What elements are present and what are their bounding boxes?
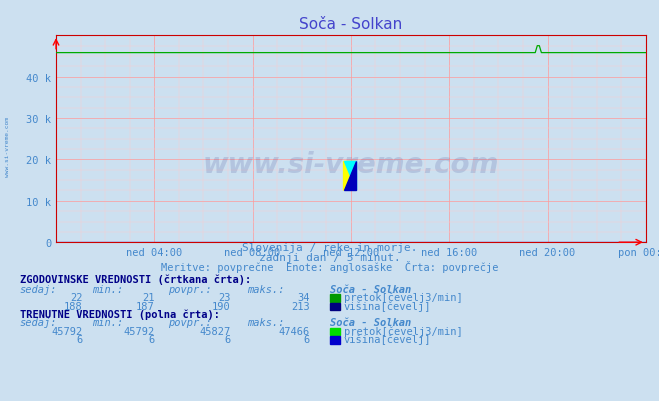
Polygon shape [343,162,356,191]
Text: 45792: 45792 [51,326,82,336]
Text: Soča - Solkan: Soča - Solkan [330,284,411,294]
Polygon shape [343,162,356,191]
Text: 6: 6 [149,334,155,344]
Text: 6: 6 [76,334,82,344]
Text: min.:: min.: [92,318,123,328]
Text: www.si-vreme.com: www.si-vreme.com [203,150,499,178]
Text: 22: 22 [70,293,82,303]
Text: min.:: min.: [92,284,123,294]
Text: TRENUTNE VREDNOSTI (polna črta):: TRENUTNE VREDNOSTI (polna črta): [20,308,219,319]
Text: pretok[čevelj3/min]: pretok[čevelj3/min] [344,292,463,303]
Text: 6: 6 [304,334,310,344]
Text: sedaj:: sedaj: [20,284,57,294]
Text: povpr.:: povpr.: [168,318,212,328]
Text: 190: 190 [212,301,231,311]
Polygon shape [343,162,356,191]
Text: povpr.:: povpr.: [168,284,212,294]
Text: 213: 213 [291,301,310,311]
Title: Soča - Solkan: Soča - Solkan [299,17,403,32]
Text: 45827: 45827 [200,326,231,336]
Text: Meritve: povprečne  Enote: anglosaške  Črta: povprečje: Meritve: povprečne Enote: anglosaške Črt… [161,261,498,273]
Text: 45792: 45792 [124,326,155,336]
Text: Slovenija / reke in morje.: Slovenija / reke in morje. [242,243,417,253]
Text: ZGODOVINSKE VREDNOSTI (črtkana črta):: ZGODOVINSKE VREDNOSTI (črtkana črta): [20,274,251,285]
Text: 47466: 47466 [279,326,310,336]
Text: maks.:: maks.: [247,284,285,294]
Text: 188: 188 [64,301,82,311]
Text: sedaj:: sedaj: [20,318,57,328]
Text: višina[čevelj]: višina[čevelj] [344,334,432,344]
Text: www.si-vreme.com: www.si-vreme.com [5,116,11,176]
Text: 23: 23 [218,293,231,303]
Text: 34: 34 [297,293,310,303]
Text: 21: 21 [142,293,155,303]
Text: maks.:: maks.: [247,318,285,328]
Text: zadnji dan / 5 minut.: zadnji dan / 5 minut. [258,253,401,263]
Text: 6: 6 [225,334,231,344]
Text: Soča - Solkan: Soča - Solkan [330,318,411,328]
Text: 187: 187 [136,301,155,311]
Text: višina[čevelj]: višina[čevelj] [344,300,432,311]
Text: pretok[čevelj3/min]: pretok[čevelj3/min] [344,326,463,336]
